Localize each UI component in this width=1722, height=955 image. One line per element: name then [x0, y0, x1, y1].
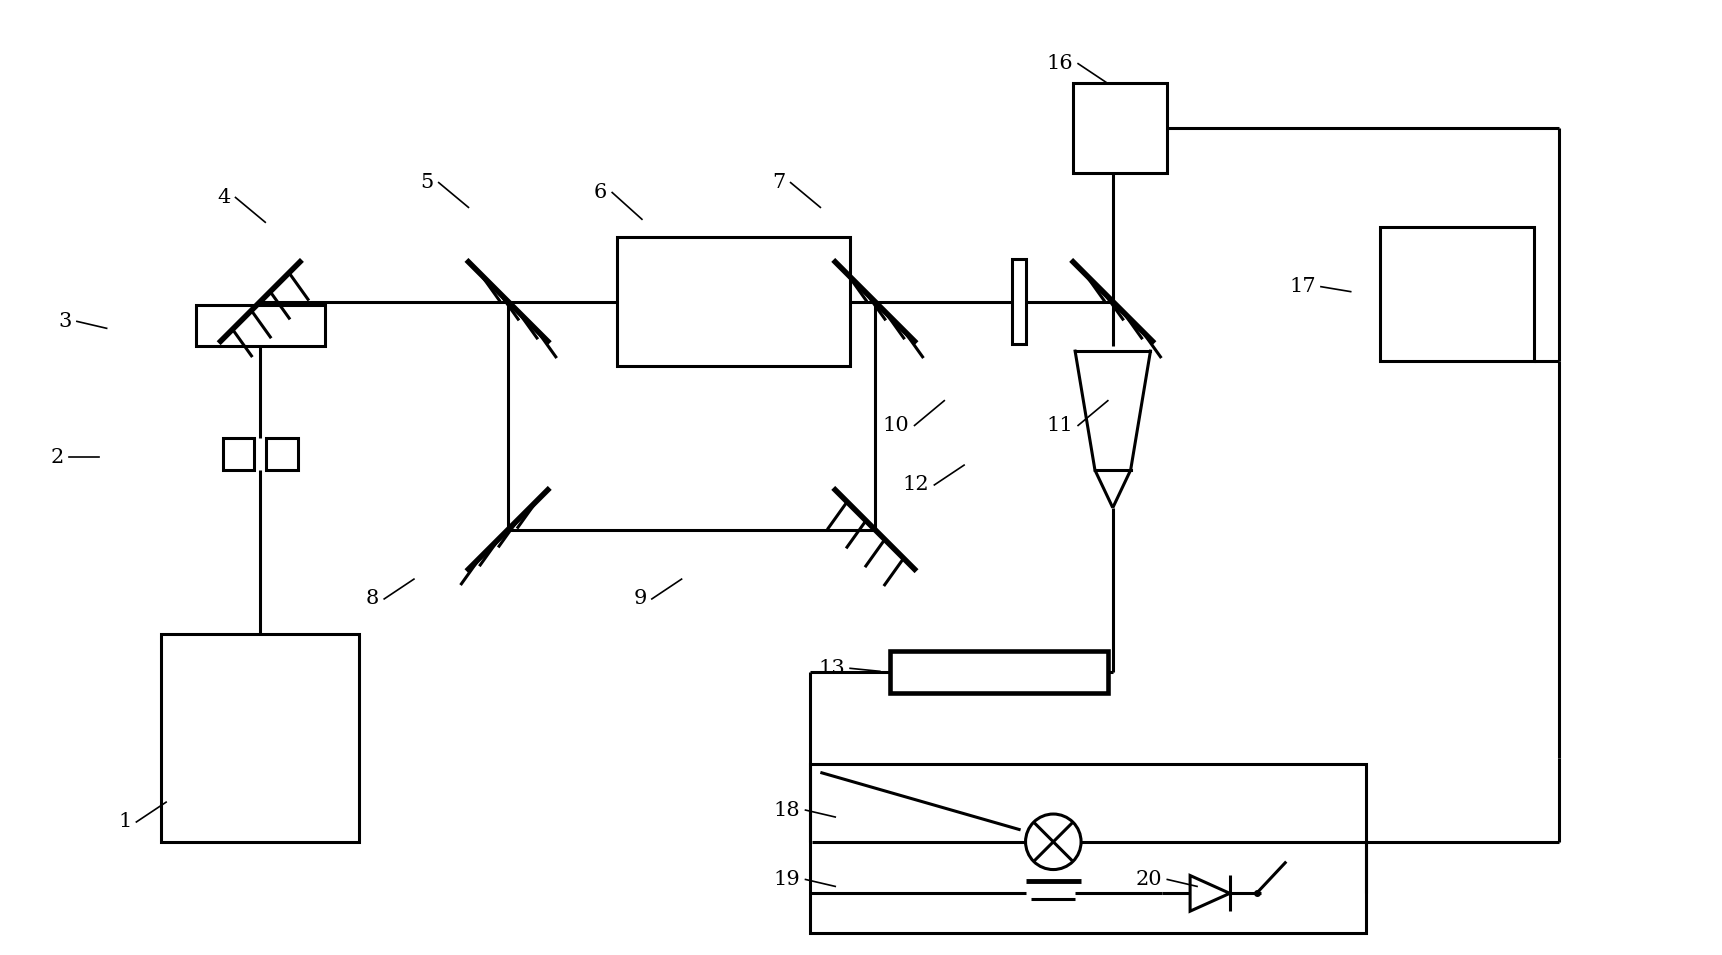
- Text: 5: 5: [420, 173, 434, 192]
- Text: 13: 13: [818, 659, 846, 678]
- Bar: [811, 764, 1366, 933]
- Bar: [1381, 227, 1534, 361]
- Bar: [616, 237, 851, 366]
- Bar: [162, 633, 360, 841]
- Text: 8: 8: [367, 589, 379, 608]
- Text: 16: 16: [1047, 54, 1073, 74]
- Text: 12: 12: [902, 476, 930, 495]
- Text: 18: 18: [773, 800, 801, 819]
- Bar: [1011, 260, 1026, 344]
- Text: 6: 6: [594, 183, 608, 202]
- Text: 4: 4: [217, 188, 231, 207]
- Text: 11: 11: [1047, 416, 1073, 435]
- Text: 20: 20: [1137, 870, 1162, 889]
- Text: 1: 1: [119, 813, 131, 832]
- Text: 2: 2: [50, 448, 64, 467]
- Text: 10: 10: [883, 416, 909, 435]
- Bar: [196, 305, 325, 346]
- Text: 3: 3: [59, 312, 72, 330]
- Text: 17: 17: [1290, 277, 1316, 296]
- Text: 9: 9: [634, 589, 647, 608]
- Bar: [267, 438, 298, 470]
- Text: 7: 7: [773, 173, 785, 192]
- Bar: [222, 438, 255, 470]
- Text: 19: 19: [773, 870, 801, 889]
- Bar: [1073, 83, 1168, 173]
- Bar: [890, 651, 1107, 693]
